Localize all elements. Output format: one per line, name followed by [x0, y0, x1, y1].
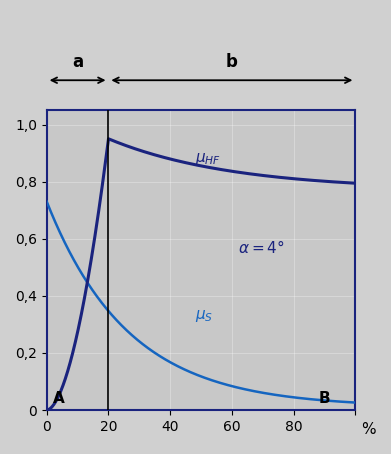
Text: $\mu_{HF}$: $\mu_{HF}$: [195, 151, 221, 167]
Text: $\mu_{S}$: $\mu_{S}$: [195, 308, 213, 324]
Text: %: %: [362, 422, 376, 437]
Text: B: B: [318, 391, 330, 406]
Text: b: b: [226, 53, 238, 71]
Text: a: a: [72, 53, 83, 71]
Text: A: A: [53, 391, 65, 406]
Text: $\alpha = 4°$: $\alpha = 4°$: [238, 239, 285, 256]
